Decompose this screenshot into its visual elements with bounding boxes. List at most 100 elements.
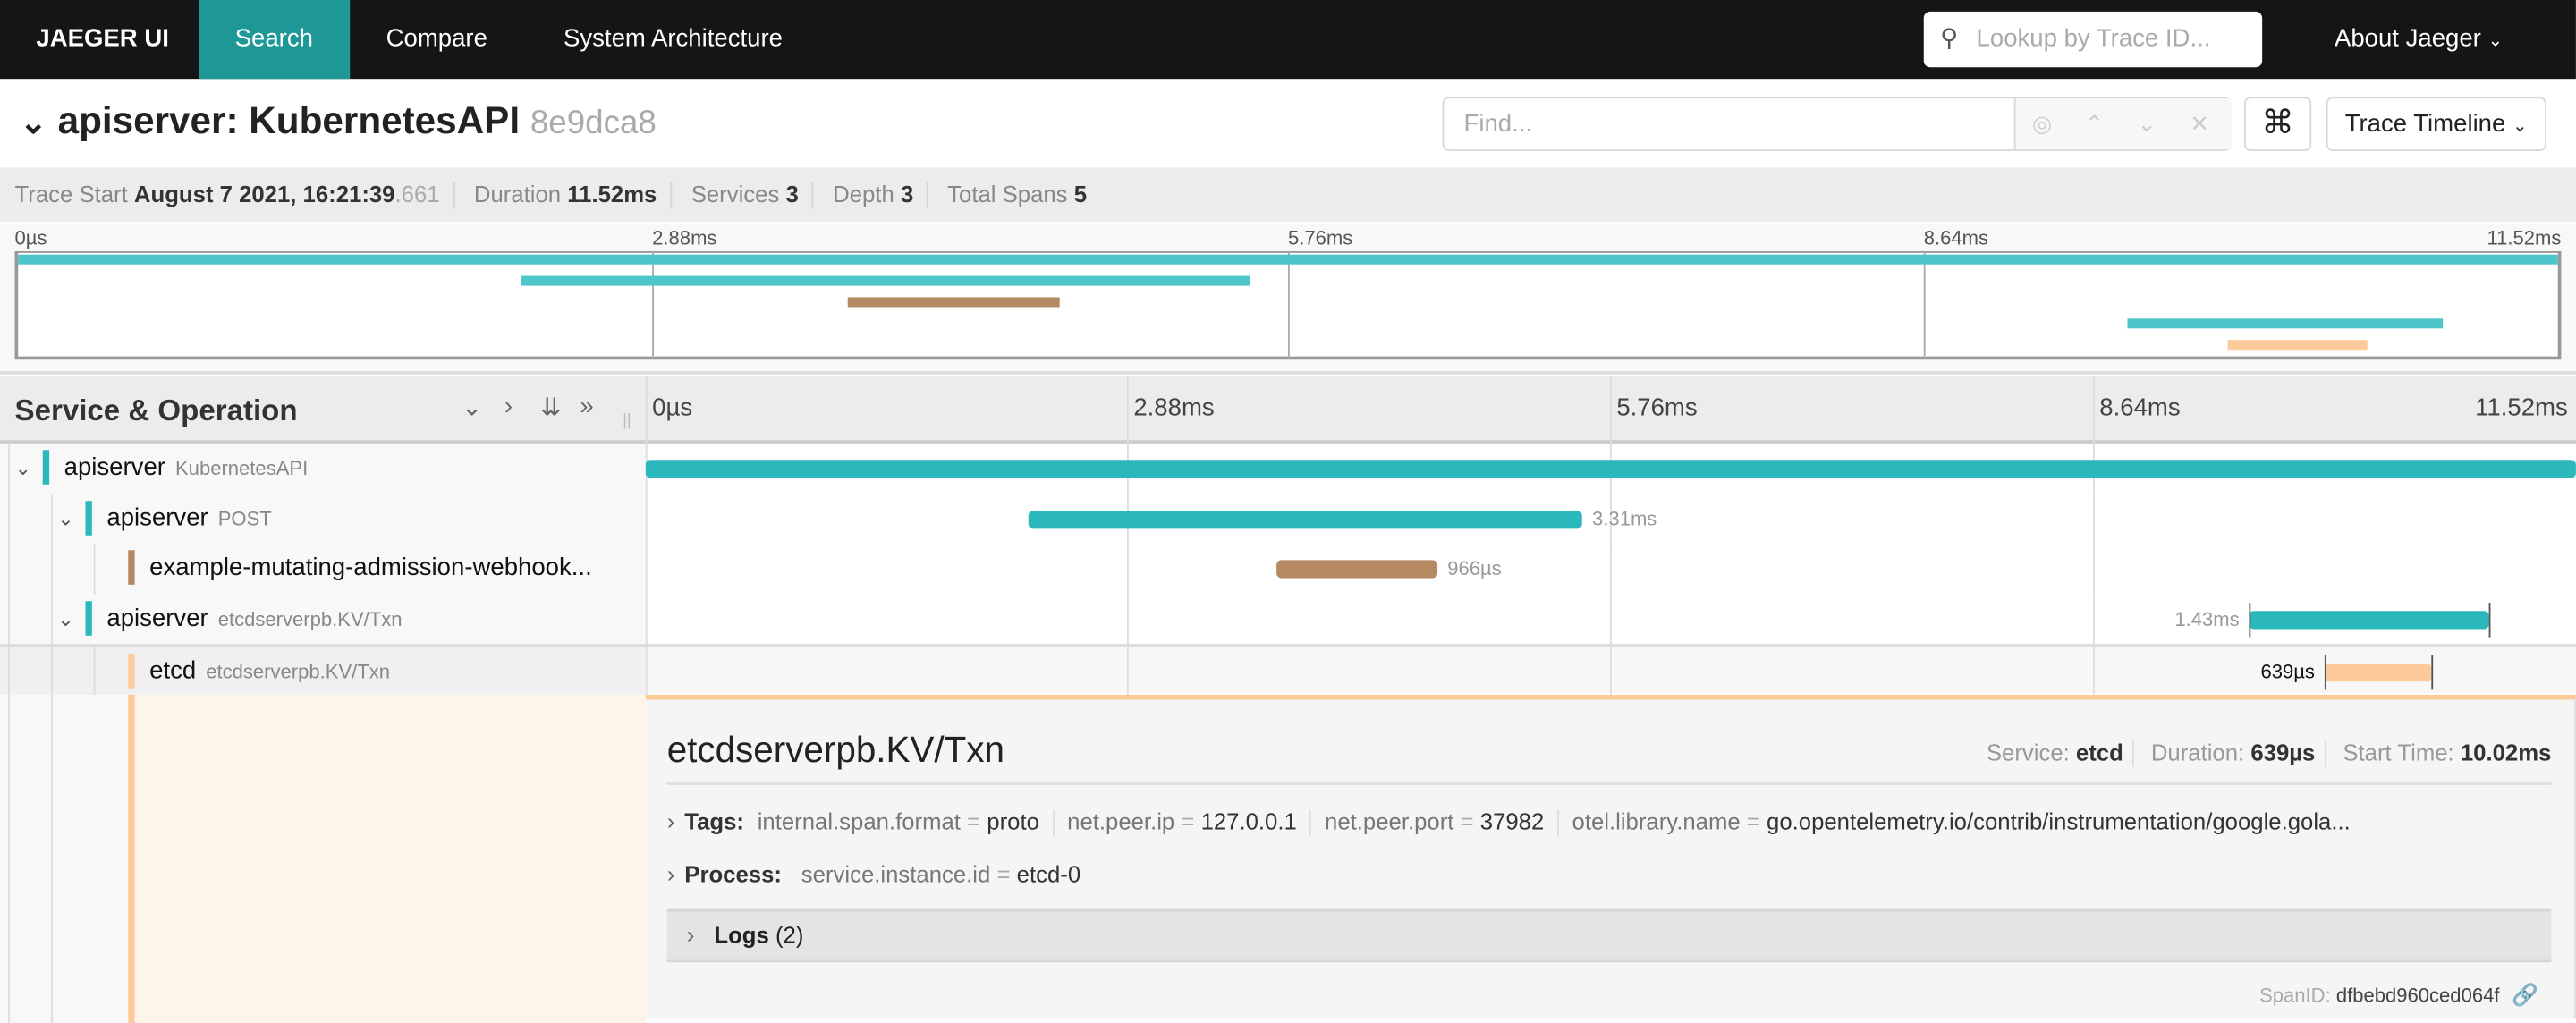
tags-row[interactable]: › Tags: internal.span.format = proto net.pe… <box>667 808 2351 837</box>
column-resize-handle[interactable]: || <box>623 412 631 431</box>
tag-key: internal.span.format <box>757 807 961 835</box>
span-name[interactable]: etcd etcdserverpb.KV/Txn <box>149 647 390 697</box>
timeline-tick: 2.88ms <box>1133 393 1215 423</box>
span-bar[interactable] <box>1275 560 1438 579</box>
detail-meta: Service: etcd Duration: 639µs Start Time… <box>1987 739 2552 768</box>
span-row[interactable]: ⌄ apiserver KubernetesAPI <box>0 443 2576 495</box>
chevron-down-icon: ⌄ <box>2487 30 2504 51</box>
collapse-toggle-icon[interactable]: ⌄ <box>57 607 74 630</box>
trace-summary: Trace Start August 7 2021, 16:21:39.661 … <box>0 167 2576 222</box>
minimap-span-bar <box>18 254 2558 265</box>
nav-tab-search[interactable]: Search <box>199 0 350 80</box>
detail-operation-title: etcdserverpb.KV/Txn <box>666 729 1005 771</box>
nav-tab-compare[interactable]: Compare <box>386 24 487 53</box>
span-name[interactable]: apiserver etcdserverpb.KV/Txn <box>106 595 402 644</box>
trace-name: apiserver: KubernetesAPI <box>57 98 521 141</box>
clear-icon[interactable]: ✕ <box>2190 110 2209 137</box>
service-color-marker <box>128 550 135 586</box>
locate-icon[interactable]: ◎ <box>2031 110 2053 137</box>
process-label: Process: <box>684 860 782 887</box>
view-select-value: Trace Timeline <box>2344 110 2506 139</box>
tag-value: 127.0.0.1 <box>1200 807 1297 835</box>
timeline-tick: 11.52ms <box>2475 393 2568 423</box>
minimap-span-bar <box>846 297 1061 308</box>
about-jaeger-menu[interactable]: About Jaeger ⌄ <box>2334 0 2503 79</box>
spans-value: 5 <box>1073 181 1088 207</box>
view-select[interactable]: Trace Timeline ⌄ <box>2326 97 2546 151</box>
start-value: August 7 2021, 16:21:39 <box>133 181 395 207</box>
span-id-value: dfbebd960ced064f <box>2335 984 2500 1007</box>
service-value: etcd <box>2075 739 2123 765</box>
chevron-right-icon: › <box>666 807 675 835</box>
trace-title: ⌄ apiserver: KubernetesAPI 8e9dca8 <box>20 98 657 143</box>
minimap-tick: 5.76ms <box>1287 226 1353 250</box>
timeline-tick: 8.64ms <box>2099 393 2181 423</box>
service-color-marker <box>128 654 135 689</box>
tag-key: net.peer.port <box>1325 807 1454 835</box>
span-row[interactable]: ⌄ apiserver etcdserverpb.KV/Txn 1.43ms <box>0 594 2576 646</box>
depth-value: 3 <box>900 181 914 207</box>
lookup-placeholder: Lookup by Trace ID... <box>1976 24 2211 53</box>
trace-minimap[interactable]: 0µs 2.88ms 5.76ms 8.64ms 11.52ms <box>0 223 2576 375</box>
find-placeholder: Find... <box>1463 110 1533 139</box>
process-row[interactable]: › Process: service.instance.id = etcd-0 <box>666 860 1081 887</box>
trace-id: 8e9dca8 <box>530 105 657 141</box>
duration-value: 639µs <box>2250 739 2316 765</box>
span-row[interactable]: etcd etcdserverpb.KV/Txn 639µs <box>0 644 2576 699</box>
about-label: About Jaeger <box>2334 24 2481 53</box>
span-bar[interactable] <box>1027 510 1583 528</box>
span-id-label: SpanID: <box>2259 984 2331 1007</box>
span-row[interactable]: example-mutating-admission-webhook... 966… <box>0 544 2576 596</box>
service-color-marker <box>85 600 92 636</box>
service-name: etcd <box>149 657 197 686</box>
service-operation-heading: Service & Operation <box>14 393 298 427</box>
span-bar[interactable] <box>2249 610 2489 630</box>
span-name[interactable]: apiserver KubernetesAPI <box>64 444 309 493</box>
duration-label: Duration: <box>2150 739 2245 765</box>
minimap-tick: 0µs <box>14 226 47 250</box>
tag-key: otel.library.name <box>1572 807 1741 835</box>
tag-key: net.peer.ip <box>1067 807 1175 835</box>
chevron-down-icon: ⌄ <box>2512 116 2528 137</box>
span-bar[interactable] <box>645 460 2576 478</box>
span-name[interactable]: example-mutating-admission-webhook... <box>149 544 592 593</box>
collapse-toggle-icon[interactable]: ⌄ <box>57 506 74 530</box>
service-name: apiserver <box>106 604 208 632</box>
operation-name: POST <box>217 506 272 530</box>
minimap-canvas[interactable] <box>14 251 2562 360</box>
minimap-span-bar <box>521 275 1251 286</box>
prev-match-icon[interactable]: ⌃ <box>2084 110 2105 137</box>
keyboard-shortcuts-button[interactable]: ⌘ <box>2243 97 2312 151</box>
start-time-label: Start Time: <box>2343 739 2454 765</box>
depth-label: Depth <box>833 181 894 207</box>
brand-logo[interactable]: JAEGER UI <box>36 24 169 53</box>
minimap-tick: 2.88ms <box>652 226 717 250</box>
collapse-toggle-icon[interactable]: ⌄ <box>14 456 32 480</box>
collapse-all-icon[interactable]: ⇊ <box>540 393 562 423</box>
span-row[interactable]: ⌄ apiserver POST 3.31ms <box>0 494 2576 545</box>
start-time-value: 10.02ms <box>2460 739 2552 765</box>
minimap-tick: 8.64ms <box>1923 226 1989 250</box>
collapse-one-icon[interactable]: ⌄ <box>462 393 483 423</box>
span-detail-panel: etcdserverpb.KV/Txn Service: etcd Durati… <box>645 694 2576 1019</box>
service-color-marker <box>85 500 92 536</box>
nav-tab-system-architecture[interactable]: System Architecture <box>563 24 783 53</box>
next-match-icon[interactable]: ⌄ <box>2137 110 2157 137</box>
trace-id-lookup-input[interactable]: ⚲ Lookup by Trace ID... <box>1923 11 2263 68</box>
chevron-right-icon: › <box>686 921 695 948</box>
operation-name: etcdserverpb.KV/Txn <box>206 661 391 684</box>
span-bar[interactable] <box>2324 664 2432 682</box>
tag-value: 37982 <box>1479 807 1545 835</box>
span-name[interactable]: apiserver POST <box>106 494 271 543</box>
minimap-span-bar <box>2128 318 2444 329</box>
collapse-chevron-icon[interactable]: ⌄ <box>20 105 47 141</box>
service-name: apiserver <box>64 452 165 482</box>
expand-one-icon[interactable]: › <box>504 392 513 421</box>
link-icon[interactable]: 🔗 <box>2511 982 2538 1007</box>
service-name: apiserver <box>106 503 208 532</box>
logs-section[interactable]: › Logs (2) <box>666 908 2552 963</box>
expand-all-icon[interactable]: » <box>580 392 594 421</box>
find-input[interactable]: Find... ◎ ⌃ ⌄ ✕ <box>1442 97 2232 151</box>
duration-value: 11.52ms <box>567 181 657 207</box>
process-value: etcd-0 <box>1016 860 1081 887</box>
